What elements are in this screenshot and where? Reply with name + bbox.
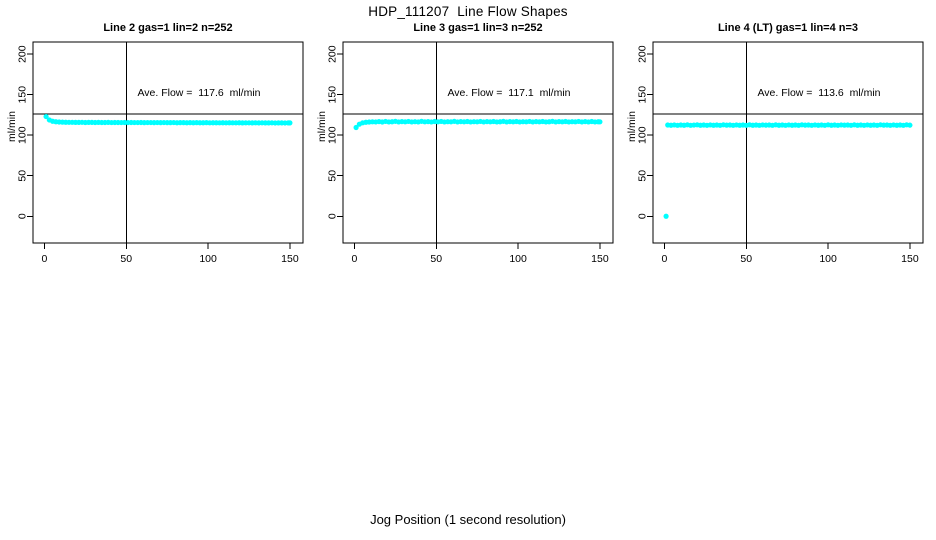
svg-text:100: 100 [17,126,29,144]
x-axis-ticks: 0 50 100 150 [42,243,299,265]
reference-lines [33,42,303,243]
svg-text:0: 0 [327,213,339,219]
y-axis-ticks: 0 50 100 150 200 [327,45,343,219]
svg-text:50: 50 [327,170,339,182]
plot-area: 0 50 100 150 0 50 100 150 200 [16,41,304,265]
svg-text:150: 150 [17,86,29,104]
ave-flow-annotation: Ave. Flow = 113.6 ml/min [757,87,881,99]
svg-text:50: 50 [430,253,442,265]
svg-text:150: 150 [281,253,299,265]
svg-text:0: 0 [17,213,29,219]
plot-area: 0 50 100 150 0 50 100 150 200 [637,41,924,265]
svg-text:100: 100 [199,253,217,265]
svg-text:150: 150 [591,253,609,265]
svg-text:100: 100 [327,126,339,144]
svg-text:50: 50 [637,170,649,182]
svg-text:200: 200 [637,45,649,63]
svg-text:150: 150 [901,253,919,265]
x-axis-ticks: 0 50 100 150 [352,243,609,265]
panel-line2: Line 2 gas=1 lin=2 n=252 ml/min 0 50 100 15… [0,20,312,270]
svg-text:200: 200 [327,45,339,63]
ave-flow-annotation: Ave. Flow = 117.1 ml/min [447,87,571,99]
svg-text:150: 150 [327,86,339,104]
panel-title: Line 4 (LT) gas=1 lin=4 n=3 [717,22,859,34]
plot-box [32,41,304,244]
svg-text:100: 100 [819,253,837,265]
reference-lines [653,42,923,243]
svg-text:50: 50 [120,253,132,265]
svg-text:200: 200 [16,45,28,63]
reference-lines [343,42,613,243]
svg-text:100: 100 [509,253,527,265]
svg-text:50: 50 [740,253,752,265]
svg-text:0: 0 [42,253,48,265]
panel-title: Line 3 gas=1 lin=3 n=252 [413,22,543,34]
data-points [663,122,913,219]
data-points [353,118,603,131]
y-axis-ticks: 0 50 100 150 200 [16,45,33,219]
y-axis-ticks: 0 50 100 150 200 [637,45,653,219]
figure-title: HDP_111207 Line Flow Shapes [368,4,568,19]
x-axis-ticks: 0 50 100 150 [662,243,919,265]
svg-text:150: 150 [637,86,649,104]
svg-text:100: 100 [637,126,649,144]
ave-flow-annotation: Ave. Flow = 117.6 ml/min [137,87,261,99]
plot-box [342,41,614,244]
svg-text:0: 0 [352,253,358,265]
plot-box [652,41,924,244]
svg-text:0: 0 [637,213,649,219]
svg-text:0: 0 [662,253,668,265]
x-axis-label: Jog Position (1 second resolution) [370,512,566,527]
svg-text:50: 50 [17,170,29,182]
panel-line4: Line 4 (LT) gas=1 lin=4 n=3 ml/min 0 50 10… [620,20,932,270]
plot-area: 0 50 100 150 0 50 100 150 200 [327,41,614,265]
panel-title: Line 2 gas=1 lin=2 n=252 [103,22,233,34]
panel-line3: Line 3 gas=1 lin=3 n=252 ml/min 0 50 100 15… [310,20,622,270]
data-points [43,113,293,126]
